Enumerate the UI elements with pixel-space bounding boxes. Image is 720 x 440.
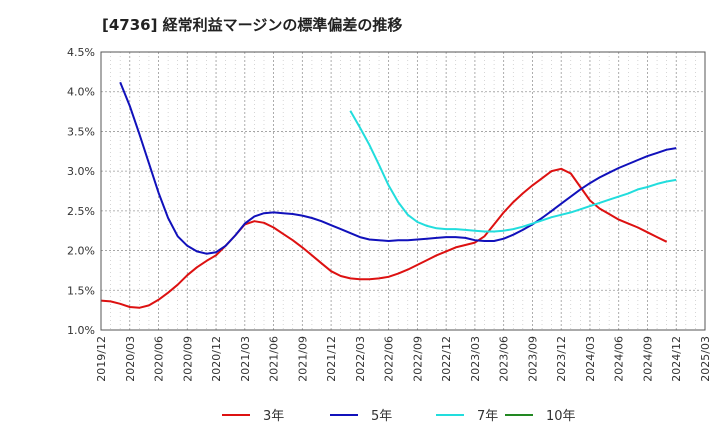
legend-label: 3年 <box>263 409 284 424</box>
x-tick-label: 2020/06 <box>153 336 166 382</box>
legend: 3年 5年 7年 10年 <box>222 409 576 424</box>
series-line-5年 <box>119 81 677 255</box>
legend-label: 7年 <box>477 409 498 424</box>
chart-title: [4736] 経常利益マージンの標準偏差の推移 <box>102 16 402 34</box>
x-tick-label: 2021/09 <box>296 336 309 382</box>
x-axis-ticks: 2019/12 2020/03 2020/06 2020/09 2020/12 2021/… <box>95 336 712 382</box>
series-line-3年 <box>100 167 668 309</box>
plot-frame <box>100 51 706 331</box>
x-tick-label: 2025/03 <box>699 336 712 382</box>
x-tick-label: 2024/09 <box>641 336 654 382</box>
x-tick-label: 2022/06 <box>383 336 396 382</box>
y-axis-ticks: 1.0% 1.5% 2.0% 2.5% 3.0% 3.5% 4.0% 4.5% <box>67 46 95 337</box>
y-tick-label: 4.5% <box>67 46 95 59</box>
y-tick-label: 1.0% <box>67 324 95 337</box>
x-tick-label: 2020/03 <box>124 336 137 382</box>
y-tick-label: 3.5% <box>67 125 95 138</box>
series-lines <box>100 81 677 309</box>
x-tick-label: 2022/03 <box>354 336 367 382</box>
y-tick-label: 2.5% <box>67 205 95 218</box>
x-tick-label: 2024/12 <box>670 336 683 382</box>
x-tick-label: 2020/12 <box>210 336 223 382</box>
x-tick-label: 2024/03 <box>584 336 597 382</box>
x-tick-label: 2023/03 <box>469 336 482 382</box>
x-tick-label: 2023/06 <box>498 336 511 382</box>
x-tick-label: 2020/09 <box>181 336 194 382</box>
x-tick-label: 2024/06 <box>613 336 626 382</box>
y-tick-label: 4.0% <box>67 86 95 99</box>
x-tick-label: 2021/12 <box>325 336 338 382</box>
x-tick-label: 2022/09 <box>411 336 424 382</box>
grid <box>101 51 705 331</box>
x-tick-label: 2021/03 <box>239 336 252 382</box>
y-tick-label: 1.5% <box>67 284 95 297</box>
x-tick-label: 2022/12 <box>440 336 453 382</box>
y-tick-label: 2.0% <box>67 245 95 258</box>
legend-label: 5年 <box>371 409 392 424</box>
x-tick-label: 2023/12 <box>555 336 568 382</box>
legend-label: 10年 <box>546 409 576 424</box>
x-tick-label: 2019/12 <box>95 336 108 382</box>
x-tick-label: 2021/06 <box>268 336 281 382</box>
y-tick-label: 3.0% <box>67 165 95 178</box>
series-line-7年 <box>349 110 677 233</box>
x-tick-label: 2023/09 <box>526 336 539 382</box>
